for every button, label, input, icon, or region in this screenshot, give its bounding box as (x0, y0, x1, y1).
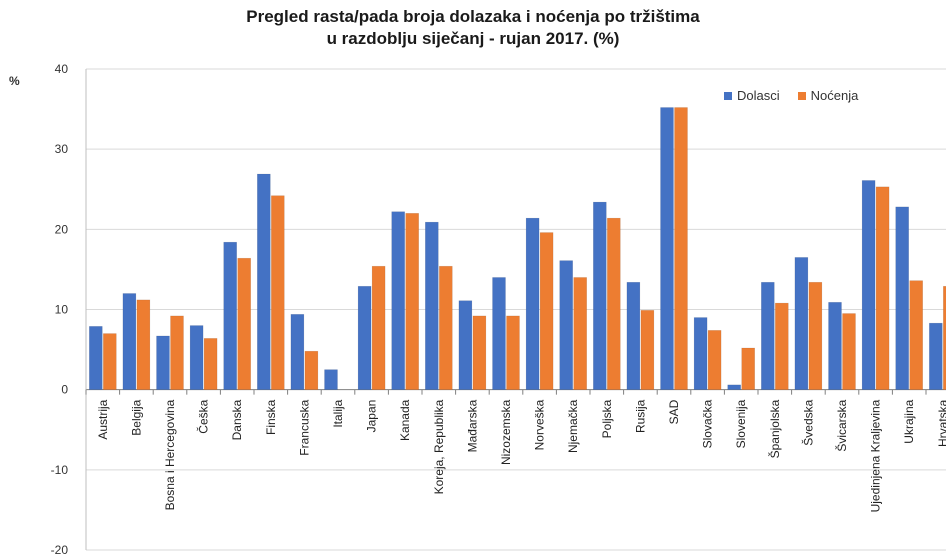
chart-title: Pregled rasta/pada broja dolazaka i noće… (0, 6, 946, 50)
x-category-label: Austrija (96, 399, 110, 439)
bar-nocenja (170, 315, 184, 390)
x-category-label: Švicarska (834, 399, 849, 451)
x-category-label: Hrvatska (936, 399, 946, 447)
y-axis-unit: % (9, 74, 20, 88)
bar-nocenja (741, 347, 756, 390)
bar-nocenja (270, 195, 285, 390)
legend-swatch-nocenja (797, 91, 806, 100)
y-tick-label: 40 (55, 62, 69, 76)
bar-dolasci (290, 314, 305, 390)
legend-label-nocenja: Noćenja (810, 88, 859, 103)
bar-nocenja (136, 299, 151, 390)
bar-nocenja (774, 302, 789, 390)
bar-dolasci (559, 260, 574, 390)
x-category-label: Ukrajina (902, 399, 916, 443)
bar-dolasci (828, 301, 842, 390)
bar-dolasci (122, 293, 137, 390)
bar-dolasci (592, 201, 607, 390)
bar-dolasci (928, 322, 943, 390)
legend-swatch-dolasci (724, 91, 732, 100)
bar-nocenja (405, 213, 420, 390)
bar-nocenja (573, 277, 588, 390)
legend-item-dolasci: Dolasci (724, 88, 780, 103)
bar-nocenja (371, 265, 386, 390)
bar-nocenja (942, 285, 946, 390)
bar-dolasci (256, 173, 271, 390)
bar-dolasci (727, 384, 742, 390)
bar-dolasci (861, 180, 876, 390)
bar-nocenja (237, 257, 251, 390)
bar-dolasci (424, 221, 439, 390)
bar-dolasci (626, 281, 641, 390)
x-category-label: Rusija (633, 399, 647, 433)
bar-nocenja (674, 107, 688, 390)
bar-nocenja (539, 232, 554, 390)
bar-nocenja (472, 315, 487, 390)
y-tick-label: -10 (51, 463, 69, 477)
bar-dolasci (357, 285, 372, 390)
x-category-label: Belgija (129, 399, 143, 435)
chart-title-line1: Pregled rasta/pada broja dolazaka i noće… (246, 7, 700, 26)
bar-dolasci (324, 369, 338, 390)
bar-dolasci (794, 257, 809, 390)
chart-title-line2: u razdoblju siječanj - rujan 2017. (%) (326, 29, 620, 48)
x-category-label: Češka (196, 399, 211, 433)
bar-nocenja (707, 330, 722, 390)
bar-dolasci (223, 241, 237, 390)
bar-dolasci (391, 211, 406, 390)
x-category-label: Ujedinjena Kraljevina (869, 399, 883, 512)
bar-nocenja (606, 217, 621, 390)
bar-nocenja (103, 333, 117, 390)
bar-dolasci (760, 281, 775, 390)
x-category-label: Koreja, Republika (432, 399, 446, 494)
x-category-label: Norveška (533, 399, 547, 450)
x-category-label: Španjolska (767, 399, 782, 458)
bar-dolasci (156, 335, 170, 390)
x-category-label: Danska (230, 399, 244, 440)
x-category-label: Mađarska (465, 399, 479, 452)
x-category-label: SAD (667, 399, 681, 424)
bar-nocenja (506, 315, 520, 390)
x-category-label: Poljska (600, 399, 614, 438)
x-category-label: Njemačka (566, 399, 580, 453)
y-tick-label: 10 (55, 303, 69, 317)
bar-dolasci (492, 277, 506, 390)
x-category-label: Francuska (297, 399, 311, 455)
y-tick-label: 30 (55, 142, 69, 156)
legend-item-nocenja: Noćenja (797, 88, 859, 103)
x-category-label: Bosna i Hercegovina (163, 399, 177, 510)
bar-nocenja (875, 186, 890, 390)
bar-dolasci (525, 217, 540, 390)
bar-nocenja (203, 338, 218, 390)
x-category-label: Japan (365, 400, 379, 433)
y-tick-label: -20 (51, 543, 69, 557)
x-category-label: Finska (264, 399, 278, 435)
x-category-label: Slovačka (701, 399, 715, 448)
bar-dolasci (458, 300, 473, 390)
bar-dolasci (693, 317, 708, 390)
bar-nocenja (304, 350, 319, 390)
bar-nocenja (640, 310, 655, 390)
bar-dolasci (189, 325, 204, 390)
bar-nocenja (842, 313, 856, 390)
bar-nocenja (438, 265, 453, 390)
legend-label-dolasci: Dolasci (737, 88, 780, 103)
bar-nocenja (808, 281, 823, 390)
x-category-label: Kanada (398, 399, 412, 441)
x-category-label: Nizozemska (499, 399, 513, 465)
bar-dolasci (895, 206, 910, 390)
y-tick-label: 20 (55, 222, 69, 236)
x-category-label: Slovenija (734, 399, 748, 448)
x-category-label: Italija (331, 399, 345, 427)
legend: Dolasci Noćenja (724, 88, 876, 103)
y-tick-label: 0 (61, 383, 68, 397)
x-category-label: Švedska (800, 399, 815, 445)
bar-dolasci (660, 107, 674, 390)
bar-dolasci (89, 326, 103, 390)
bar-nocenja (909, 280, 924, 390)
